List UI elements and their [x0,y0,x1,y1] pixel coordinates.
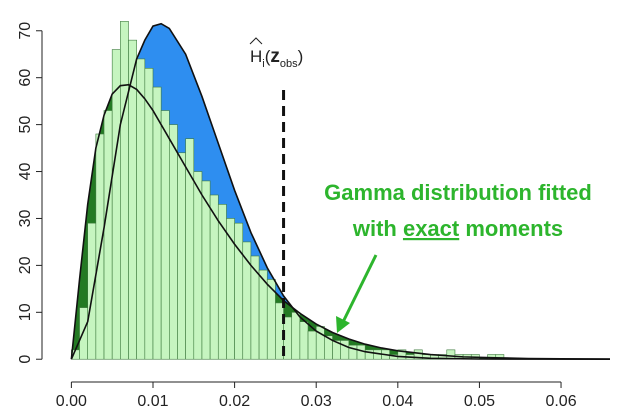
y-tick-label: 60 [17,69,34,87]
histogram-bar [177,152,186,360]
histogram-bar [169,124,178,360]
histogram-bar [291,312,301,360]
label-arg: z [270,46,280,67]
histogram [71,21,505,360]
histogram-bar [87,222,97,360]
x-tick-label: 0.00 [56,393,87,406]
histogram-bar [234,222,244,360]
histogram-bar [193,171,203,360]
x-tick-label: 0.03 [301,393,332,406]
label-close: ) [298,47,304,66]
histogram-bar [299,321,309,360]
histogram-bar [111,49,121,360]
annotation-line1: Gamma distribution fitted [324,180,592,205]
histogram-bar [103,110,113,360]
annotation-line2: with exact moments [352,216,563,241]
x-tick-label: 0.02 [219,393,250,406]
x-tick-label: 0.01 [137,393,168,406]
histogram-bar [79,307,89,360]
y-tick-label: 40 [17,163,34,181]
histogram-bar [144,68,154,360]
annotation-em: exact [403,216,460,241]
y-tick-label: 0 [17,355,34,364]
label-open: ( [265,47,271,66]
y-tick-label: 20 [17,256,34,274]
y-tick-label: 30 [17,209,34,227]
histogram-bar [120,21,129,360]
curve-line [70,83,611,360]
histogram-bar [307,330,317,360]
histogram-bar [185,138,195,360]
y-tick-label: 70 [17,22,34,40]
histogram-bar [250,255,260,360]
x-tick-label: 0.04 [382,393,413,406]
histogram-bar [136,58,146,360]
curve-lines [70,22,611,361]
axes: 0.00 0.01 0.02 0.03 0.04 0.05 0.06 0 10 20 30 40 50 6… [17,22,577,406]
label-arg-sub: obs [280,58,298,70]
y-tick-label: 50 [17,116,34,134]
arrow-shaft [341,254,378,323]
x-tick-label: 0.05 [464,393,495,406]
annotation-pre: with [352,216,403,241]
histogram-bar [160,110,170,360]
label-sub: i [262,58,264,70]
y-tick-label: 10 [17,303,34,321]
histogram-bar [201,180,211,360]
hat [249,37,263,45]
histogram-bar [95,133,105,360]
x-tick-label: 0.06 [545,393,576,406]
label-base: H [250,47,262,66]
curve-line [70,22,611,361]
vline-label: Hi(zobs) [250,46,303,70]
histogram-bar [152,86,162,360]
annotation-post: moments [459,216,563,241]
arrow-head [336,316,350,333]
histogram-bar [340,340,350,360]
